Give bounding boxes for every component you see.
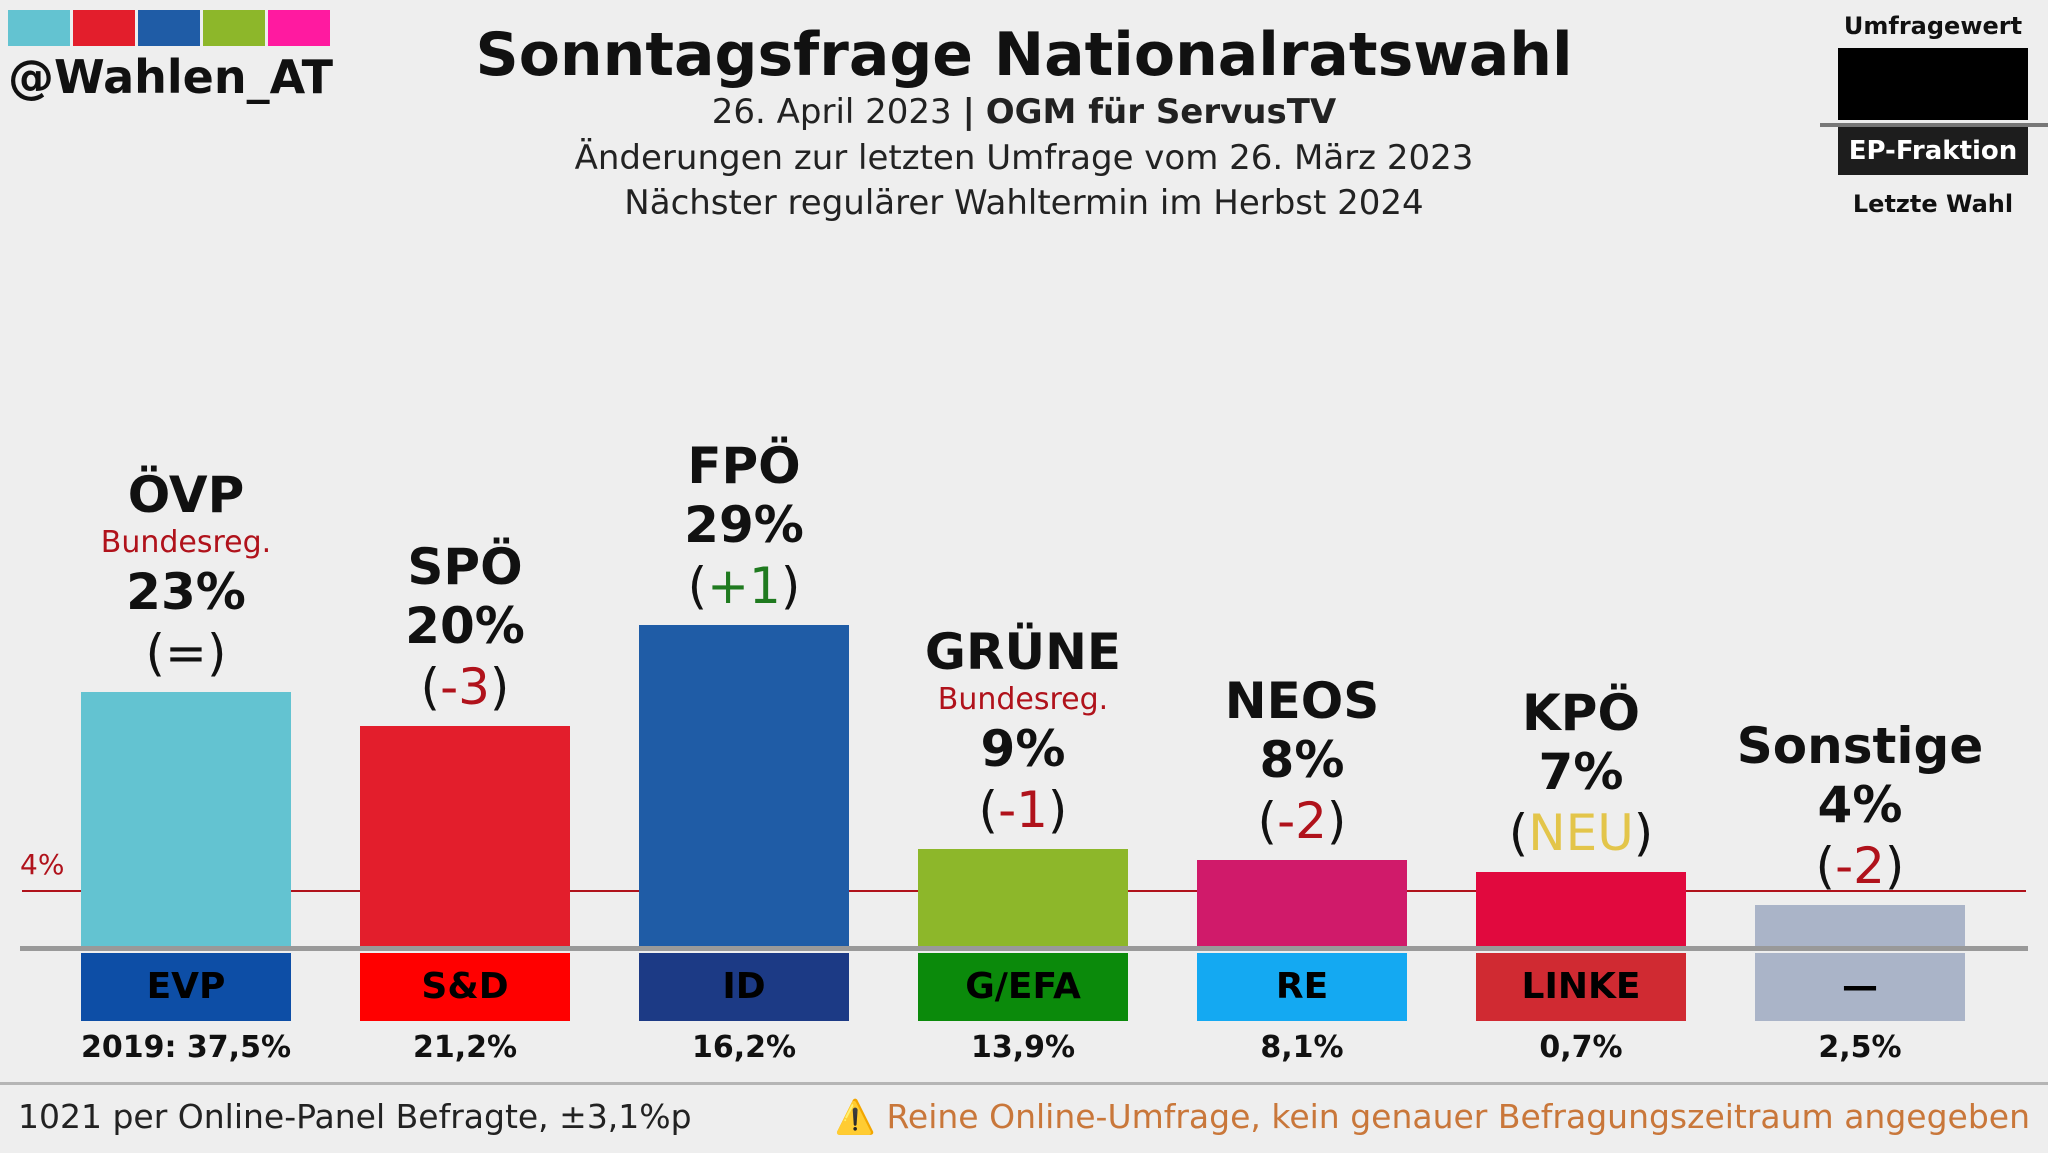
separator: |	[962, 92, 975, 132]
brand-swatch	[8, 10, 70, 46]
value-label: 29%	[684, 496, 804, 555]
last-election-label: 2019: 37,5%	[80, 1030, 291, 1065]
brand-swatch	[203, 10, 265, 46]
value-label: 9%	[980, 720, 1066, 779]
change-label: (+1)	[687, 557, 801, 616]
ep-group-label: EVP	[81, 953, 291, 1021]
last-election-label: 13,9%	[970, 1030, 1076, 1065]
threshold-label: 4%	[20, 848, 65, 881]
change-label: (-3)	[420, 658, 510, 716]
value-label: 8%	[1259, 731, 1345, 790]
poll-institute: OGM für ServusTV	[985, 92, 1337, 132]
footer-warning-text: Reine Online-Umfrage, kein genauer Befra…	[886, 1097, 2030, 1136]
change-label: (=)	[145, 624, 227, 683]
chart-baseline	[20, 946, 2028, 951]
change-label: (-2)	[1257, 792, 1347, 851]
government-label: Bundesreg.	[100, 525, 272, 561]
chart-title: Sonntagsfrage Nationalratswahl	[475, 20, 1573, 90]
party-name: FPÖ	[687, 437, 801, 496]
subtitle-next-election: Nächster regulärer Wahltermin im Herbst …	[624, 183, 1424, 223]
value-label: 23%	[126, 563, 246, 622]
change-label: (NEU)	[1508, 803, 1654, 862]
bar-0	[81, 692, 291, 950]
party-name: SPÖ	[407, 538, 523, 596]
ep-group-label: S&D	[360, 953, 570, 1021]
legend-baseline	[1820, 123, 2048, 127]
party-name: NEOS	[1224, 672, 1380, 731]
ep-group-label: —	[1755, 953, 1965, 1021]
brand-swatch	[73, 10, 135, 46]
party-name: GRÜNE	[924, 623, 1122, 682]
bar-label-group: GRÜNE Bundesreg. 9% (-1)	[883, 623, 1163, 841]
party-name: ÖVP	[127, 466, 245, 525]
bar-label-group: SPÖ 20% (-3)	[325, 538, 605, 718]
ep-group-label: RE	[1197, 953, 1407, 1021]
brand-swatch	[138, 10, 200, 46]
party-name: KPÖ	[1522, 683, 1640, 742]
value-label: 4%	[1817, 776, 1903, 835]
last-election-label: 2,5%	[1818, 1030, 1902, 1065]
bar-label-group: NEOS 8% (-2)	[1162, 672, 1442, 852]
bar-label-group: KPÖ 7% (NEU)	[1441, 684, 1721, 864]
bar-2	[639, 625, 849, 950]
last-election-label: 8,1%	[1260, 1030, 1344, 1065]
footer-sample-info: 1021 per Online-Panel Befragte, ±3,1%p	[18, 1097, 692, 1136]
change-label: (-1)	[978, 781, 1068, 840]
bar-1	[360, 726, 570, 950]
subtitle-changes-note: Änderungen zur letzten Umfrage vom 26. M…	[574, 138, 1474, 178]
bar-label-group: FPÖ 29% (+1)	[604, 437, 884, 617]
footer-warning: ⚠️ Reine Online-Umfrage, kein genauer Be…	[835, 1097, 2030, 1137]
bar-4	[1197, 860, 1407, 950]
bar-3	[918, 849, 1128, 950]
footer-divider	[0, 1082, 2048, 1085]
change-label: (-2)	[1815, 837, 1905, 896]
legend-last-election: Letzte Wahl	[1852, 190, 2014, 218]
last-election-label: 21,2%	[412, 1030, 518, 1065]
bar-label-group: ÖVP Bundesreg. 23% (=)	[46, 466, 326, 684]
government-label: Bundesreg.	[937, 682, 1109, 718]
value-label: 20%	[405, 597, 525, 655]
ep-group-label: G/EFA	[918, 953, 1128, 1021]
legend-bar-swatch	[1838, 48, 2028, 120]
brand-swatch	[268, 10, 330, 46]
last-election-label: 16,2%	[691, 1030, 797, 1065]
poll-date: 26. April 2023	[711, 92, 952, 132]
last-election-label: 0,7%	[1539, 1030, 1623, 1065]
legend-poll-value: Umfragewert	[1843, 12, 2023, 40]
party-name: Sonstige	[1736, 717, 1984, 776]
value-label: 7%	[1538, 742, 1624, 801]
subtitle-date-institute: 26. April 2023 | OGM für ServusTV	[0, 92, 2048, 132]
warning-icon: ⚠️	[834, 1097, 876, 1136]
bar-label-group: Sonstige 4% (-2)	[1720, 717, 2000, 897]
ep-group-label: ID	[639, 953, 849, 1021]
bar-6	[1755, 905, 1965, 950]
ep-group-label: LINKE	[1476, 953, 1686, 1021]
legend-ep-group: EP-Fraktion	[1838, 127, 2028, 175]
brand-handle: @Wahlen_AT	[8, 50, 334, 104]
bar-5	[1476, 871, 1686, 950]
